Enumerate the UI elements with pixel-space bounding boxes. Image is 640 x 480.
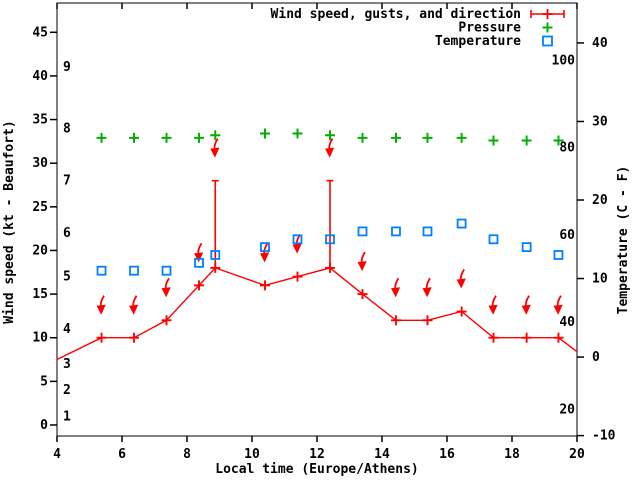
temperature-point [456, 218, 467, 229]
beaufort-label: 3 [63, 357, 71, 372]
legend-label-2: Temperature [435, 34, 521, 49]
celsius-tick-label: 20 [592, 193, 608, 208]
legend-label-1: Pressure [458, 21, 521, 36]
wind-direction-arrowhead [129, 304, 139, 315]
celsius-tick-label: 10 [592, 272, 608, 287]
fahrenheit-label: 80 [559, 141, 575, 156]
beaufort-label: 9 [63, 60, 71, 75]
kt-tick-label: 15 [32, 287, 48, 302]
wind-direction-arrowhead [422, 287, 432, 298]
fahrenheit-label: 100 [552, 53, 576, 68]
x-tick-label: 14 [374, 447, 390, 462]
x-tick-label: 18 [504, 447, 520, 462]
legend-label-0: Wind speed, gusts, and direction [271, 7, 521, 22]
beaufort-label: 1 [63, 409, 71, 424]
wind-direction-arrowhead [488, 304, 498, 315]
temperature-point [260, 242, 270, 253]
wind-direction-arrowhead [390, 287, 401, 298]
kt-tick-label: 20 [32, 243, 48, 258]
beaufort-label: 6 [63, 226, 71, 241]
temperature-point [96, 265, 107, 276]
wind-direction-arrowhead [325, 147, 335, 158]
x-tick-label: 8 [183, 447, 191, 462]
beaufort-label: 8 [63, 121, 71, 136]
x-tick-label: 16 [439, 447, 455, 462]
wind-direction-arrowhead [292, 243, 302, 254]
beaufort-label: 2 [63, 383, 71, 398]
x-tick-label: 10 [244, 447, 260, 462]
celsius-tick-label: 40 [592, 36, 608, 51]
temperature-point [194, 257, 204, 268]
legend-symbol-temperature [542, 35, 553, 47]
temperature-point [391, 226, 401, 237]
kt-tick-label: 0 [40, 418, 48, 433]
kt-tick-label: 25 [32, 200, 48, 215]
temperature-point [553, 250, 564, 260]
wind-direction-arrowhead [161, 287, 171, 298]
wind-direction-arrowhead [553, 304, 563, 315]
wind-direction-arrowhead [96, 304, 106, 315]
fahrenheit-label: 40 [559, 315, 575, 330]
kt-tick-label: 40 [32, 69, 48, 84]
temperature-point [129, 265, 139, 276]
beaufort-label: 4 [63, 322, 71, 337]
kt-tick-label: 10 [32, 331, 48, 346]
wind-direction-arrowhead [456, 278, 466, 289]
wind-direction-arrowhead [357, 261, 367, 272]
wind-speed-line [56, 267, 578, 361]
temperature-point [161, 265, 172, 276]
celsius-tick-label: -10 [592, 429, 616, 444]
kt-tick-label: 5 [40, 374, 48, 389]
x-tick-label: 12 [309, 447, 325, 462]
kt-tick-label: 35 [32, 113, 48, 128]
wind-direction-arrowhead [521, 304, 531, 315]
beaufort-label: 5 [63, 270, 71, 285]
right-axis-title: Temperature (C - F) [616, 166, 631, 315]
temperature-point [422, 226, 433, 237]
x-tick-label: 6 [118, 447, 126, 462]
kt-tick-label: 45 [32, 25, 48, 40]
celsius-tick-label: 30 [592, 114, 608, 129]
temperature-point [488, 234, 499, 245]
temperature-point [325, 234, 335, 245]
wind-direction-arrowhead [194, 252, 204, 263]
left-axis-title: Wind speed (kt - Beaufort) [2, 120, 17, 324]
celsius-tick-label: 0 [592, 350, 600, 365]
x-axis-title: Local time (Europe/Athens) [215, 462, 419, 477]
plot-border [56, 2, 578, 437]
temperature-point [210, 250, 221, 260]
kt-tick-label: 30 [32, 156, 48, 171]
x-tick-label: 20 [569, 447, 585, 462]
temperature-point [292, 234, 303, 245]
temperature-point [357, 226, 368, 237]
x-tick-label: 4 [53, 447, 61, 462]
wind-direction-arrowhead [260, 252, 270, 263]
temperature-point [521, 242, 532, 253]
wind-direction-arrowhead [210, 147, 220, 158]
fahrenheit-label: 60 [559, 228, 575, 243]
beaufort-label: 7 [63, 174, 71, 189]
fahrenheit-label: 20 [559, 402, 575, 417]
